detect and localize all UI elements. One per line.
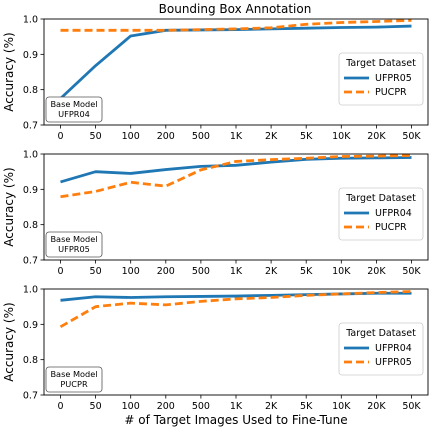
- legend-title: Target Dataset: [345, 328, 416, 339]
- y-tick-label: 0.8: [23, 85, 38, 96]
- chart-panel-2: 0.7 0.8 0.9 1.0 0 50 100 200 500 1K 2K 5K 10K 20K 50K A…: [2, 150, 429, 277]
- x-axis-label: # of Target Images Used to Fine-Tune: [124, 413, 347, 427]
- x-tick-label: 2K: [265, 266, 278, 277]
- base-model-box: [45, 366, 103, 393]
- legend-label-ufpr05: UFPR05: [375, 357, 412, 368]
- y-tick-label: 1.0: [23, 150, 38, 161]
- base-model-label: Base Model: [50, 234, 97, 244]
- legend-label-ufpr04: UFPR04: [375, 343, 412, 354]
- series-line-ufpr05: [59, 290, 412, 329]
- y-tick-label: 0.9: [23, 50, 38, 61]
- x-tick-label: 5K: [300, 131, 313, 142]
- chart-panel-3: 0.7 0.8 0.9 1.0 0 50 100 200 500 1K 2K 5K 10K 20K 50K A…: [2, 285, 429, 412]
- x-tick-label: 50: [90, 401, 102, 412]
- series-line-pucpr: [60, 19, 412, 32]
- x-tick-label: 1K: [230, 266, 243, 277]
- x-tick-label: 10K: [332, 131, 351, 142]
- x-tick-label: 50: [90, 266, 102, 277]
- x-tick-label: 50K: [402, 131, 421, 142]
- x-tick-label: 20K: [367, 131, 386, 142]
- x-tick-label: 5K: [300, 266, 313, 277]
- x-tick-label: 100: [122, 131, 140, 142]
- base-model-box: [45, 231, 103, 258]
- x-tick-label: 5K: [300, 401, 313, 412]
- base-model-label: Base Model: [50, 369, 97, 379]
- x-tick-label: 500: [192, 131, 210, 142]
- y-tick-label: 0.9: [23, 185, 38, 196]
- base-model-dataset: UFPR04: [58, 109, 90, 119]
- x-tick-label: 100: [122, 266, 140, 277]
- legend-label-ufpr05: UFPR05: [375, 73, 412, 84]
- y-axis-label: Accuracy (%): [2, 167, 16, 246]
- x-tick-label: 1K: [230, 131, 243, 142]
- series-line-ufpr04: [60, 291, 412, 302]
- y-tick-label: 0.7: [23, 391, 38, 402]
- x-tick-label: 20K: [367, 401, 386, 412]
- legend-label-pucpr: PUCPR: [375, 87, 407, 98]
- base-model-dataset: UFPR05: [58, 244, 90, 254]
- x-tick-label: 10K: [332, 266, 351, 277]
- x-tick-label: 1K: [230, 401, 243, 412]
- x-tick-label: 500: [192, 266, 210, 277]
- legend-label-ufpr04: UFPR04: [375, 208, 412, 219]
- x-tick-label: 200: [157, 401, 175, 412]
- x-tick-label: 50K: [402, 266, 421, 277]
- x-tick-label: 2K: [265, 131, 278, 142]
- y-axis-label: Accuracy (%): [2, 32, 16, 111]
- chart-panel-1: 0.7 0.8 0.9 1.0 0 50 100 200 500 1K 2K 5K 10K 20K 50K A…: [2, 15, 429, 142]
- legend-title: Target Dataset: [345, 58, 416, 69]
- x-tick-label: 2K: [265, 401, 278, 412]
- figure-title: Bounding Box Annotation: [159, 2, 312, 16]
- x-tick-label: 20K: [367, 266, 386, 277]
- base-model-box: [45, 96, 103, 123]
- legend-label-pucpr: PUCPR: [375, 222, 407, 233]
- x-tick-label: 0: [57, 401, 63, 412]
- base-model-label: Base Model: [50, 99, 97, 109]
- series-line-pucpr: [60, 154, 412, 199]
- y-tick-label: 0.9: [23, 320, 38, 331]
- x-tick-label: 200: [157, 266, 175, 277]
- y-tick-label: 0.8: [23, 220, 38, 231]
- x-tick-label: 100: [122, 401, 140, 412]
- y-axis-label: Accuracy (%): [2, 302, 16, 381]
- x-tick-label: 500: [192, 401, 210, 412]
- x-tick-label: 200: [157, 131, 175, 142]
- x-tick-label: 50: [90, 131, 102, 142]
- x-tick-label: 10K: [332, 401, 351, 412]
- y-tick-label: 0.7: [23, 256, 38, 267]
- base-model-dataset: PUCPR: [60, 379, 88, 389]
- y-tick-label: 1.0: [23, 15, 38, 26]
- y-tick-label: 1.0: [23, 285, 38, 296]
- y-tick-label: 0.8: [23, 355, 38, 366]
- x-tick-label: 50K: [402, 401, 421, 412]
- x-tick-label: 0: [57, 131, 63, 142]
- series-line-ufpr04: [60, 156, 412, 184]
- x-tick-label: 0: [57, 266, 63, 277]
- legend-title: Target Dataset: [345, 193, 416, 204]
- y-tick-label: 0.7: [23, 121, 38, 132]
